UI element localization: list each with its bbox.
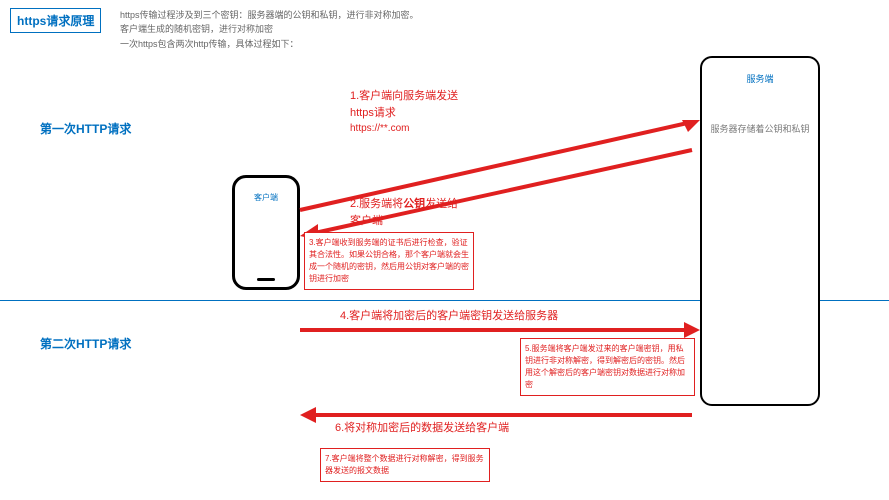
step2-text: 2.服务端将公钥发送给 客户端 — [350, 196, 580, 229]
step7-box: 7.客户端将整个数据进行对称解密，得到服务器发送的报文数据 — [320, 448, 490, 482]
step2-after: 发送给 — [425, 198, 458, 210]
step1-text: 1.客户端向服务端发送 https请求 https://**.com — [350, 88, 550, 136]
step5-text: 5.服务端将客户端发过来的客户端密钥，用私钥进行非对称解密，得到解密后的密钥。然… — [525, 344, 685, 389]
step2-bold: 公钥 — [403, 198, 425, 210]
step1-url: https://**.com — [350, 121, 550, 136]
step7-text: 7.客户端将整个数据进行对称解密，得到服务器发送的报文数据 — [325, 454, 484, 475]
step5-box: 5.服务端将客户端发过来的客户端密钥，用私钥进行非对称解密，得到解密后的密钥。然… — [520, 338, 695, 396]
step4-text: 4.客户端将加密后的客户端密钥发送给服务器 — [340, 308, 700, 325]
step2-pre: 2.服务端将 — [350, 198, 403, 210]
step6-text: 6.将对称加密后的数据发送给客户端 — [335, 420, 695, 437]
step3-box: 3.客户端收到服务端的证书后进行检查，验证其合法性。如果公钥合格，那个客户端就会… — [304, 232, 474, 290]
step2-line2: 客户端 — [350, 213, 580, 230]
step1-line1: 1.客户端向服务端发送 — [350, 88, 550, 105]
step3-text: 3.客户端收到服务端的证书后进行检查，验证其合法性。如果公钥合格，那个客户端就会… — [309, 238, 469, 283]
step1-line2: https请求 — [350, 105, 550, 122]
